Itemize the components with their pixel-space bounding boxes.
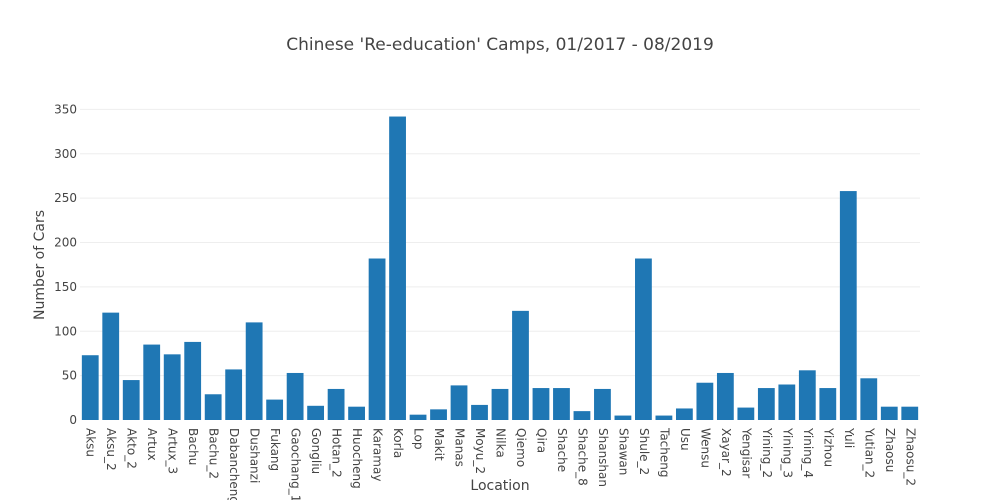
bar-qira[interactable] — [532, 388, 550, 420]
bar-shache-8[interactable] — [573, 411, 591, 420]
bar-yuli[interactable] — [839, 191, 857, 420]
y-tick-label: 250 — [54, 191, 77, 205]
bar-nilka[interactable] — [491, 388, 509, 420]
x-tick-label: Fukang — [268, 428, 282, 471]
x-tick-label: Dabancheng — [227, 428, 241, 500]
x-tick-label: Wensu — [698, 428, 712, 468]
x-tick-label: Shache_8 — [575, 428, 589, 486]
x-tick-label: Yengisar — [739, 427, 753, 478]
bar-yining-2[interactable] — [757, 388, 775, 420]
bar-dushanzi[interactable] — [245, 322, 263, 420]
bar-aksu-2[interactable] — [102, 312, 120, 420]
x-tick-label: Shule_2 — [637, 428, 651, 475]
x-tick-label: Bachu_2 — [207, 428, 221, 479]
x-tick-label: Shache — [555, 428, 569, 472]
bar-akto-2[interactable] — [122, 380, 140, 420]
x-tick-label: Zhaosu_2 — [903, 428, 917, 486]
x-tick-label: Gongliu — [309, 428, 323, 474]
bar-zhaosu-2[interactable] — [901, 406, 919, 420]
chart-title: Chinese 'Re-education' Camps, 01/2017 - … — [286, 35, 714, 55]
bar-fukang[interactable] — [266, 399, 284, 420]
x-tick-label: Yining_2 — [760, 427, 774, 478]
x-tick-label: Dushanzi — [248, 428, 262, 483]
x-tick-label: Nilka — [494, 428, 508, 458]
bar-bachu-2[interactable] — [204, 394, 222, 420]
bar-huocheng[interactable] — [348, 406, 365, 420]
x-axis-title: Location — [470, 478, 529, 494]
x-tick-label: Moyu_2 — [473, 428, 487, 474]
x-tick-label: Tacheng — [657, 427, 671, 478]
x-tick-label: Usu — [678, 428, 692, 451]
x-tick-label: Manas — [453, 428, 467, 467]
bar-usu[interactable] — [675, 408, 693, 420]
x-tick-label: Yuli — [842, 427, 856, 448]
bar-artux[interactable] — [143, 344, 161, 420]
x-tick-label: Gaochang_1 — [289, 428, 303, 500]
x-tick-label: Makit — [432, 428, 446, 461]
bar-shanshan[interactable] — [594, 388, 611, 420]
bar-gongliu[interactable] — [307, 405, 325, 420]
bar-yutian-2[interactable] — [860, 378, 878, 420]
bar-yining-4[interactable] — [798, 370, 816, 420]
x-tick-label: Shanshan — [596, 428, 610, 487]
y-tick-label: 0 — [69, 413, 77, 427]
bar-karamay[interactable] — [368, 258, 386, 420]
x-tick-label: Zhaosu — [883, 428, 897, 472]
y-tick-label: 200 — [54, 236, 77, 250]
bar-gaochang-1[interactable] — [286, 372, 304, 420]
bar-zhaosu[interactable] — [880, 406, 898, 420]
bar-lop[interactable] — [409, 414, 427, 420]
x-tick-label: Akto_2 — [125, 428, 139, 469]
gridlines — [80, 108, 920, 377]
bars — [81, 116, 919, 420]
bar-makit[interactable] — [430, 409, 447, 420]
x-tick-label: Artux_3 — [166, 428, 180, 474]
bar-yining-3[interactable] — [778, 384, 796, 420]
x-tick-label: Lop — [412, 428, 426, 449]
x-tick-label: Qiemo — [514, 428, 528, 467]
bar-korla[interactable] — [389, 116, 406, 420]
bar-yengisar[interactable] — [737, 407, 755, 420]
y-tick-label: 100 — [54, 324, 77, 338]
bar-shache[interactable] — [553, 388, 570, 420]
bar-wensu[interactable] — [696, 382, 714, 420]
x-axis-ticks: Aksu Aksu_2 Akto_2 Artux Artux_3 Bachu Bachu_2… — [84, 427, 918, 500]
bar-aksu[interactable] — [81, 355, 99, 420]
bar-yizhou[interactable] — [819, 388, 837, 420]
x-tick-label: Aksu — [84, 428, 98, 457]
y-tick-label: 50 — [62, 369, 77, 383]
bar-tacheng[interactable] — [655, 415, 673, 420]
x-tick-label: Korla — [391, 428, 405, 458]
x-tick-label: Hotan_2 — [330, 428, 344, 478]
y-tick-label: 300 — [54, 147, 77, 161]
bar-xayar-2[interactable] — [716, 372, 734, 420]
x-tick-label: Artux — [145, 428, 159, 461]
bar-dabancheng[interactable] — [225, 369, 243, 420]
x-tick-label: Huocheng — [350, 428, 364, 489]
x-tick-label: Qira — [534, 428, 548, 453]
x-tick-label: Yining_4 — [801, 427, 815, 478]
bar-manas[interactable] — [450, 385, 468, 420]
bar-qiemo[interactable] — [512, 310, 529, 420]
x-tick-label: Yizhou — [821, 427, 835, 467]
y-axis-title: Number of Cars — [32, 210, 48, 320]
x-tick-label: Yining_3 — [780, 427, 794, 478]
y-tick-label: 150 — [54, 280, 77, 294]
bar-bachu[interactable] — [184, 341, 202, 420]
x-tick-label: Bachu — [186, 428, 200, 465]
x-tick-label: Xayar_2 — [719, 428, 733, 477]
y-axis-ticks: 0 50 100 150 200 250 300 350 — [54, 102, 77, 427]
x-tick-label: Shawan — [616, 428, 630, 475]
x-tick-label: Karamay — [371, 428, 385, 481]
bar-artux-3[interactable] — [163, 354, 181, 420]
bar-hotan-2[interactable] — [327, 388, 345, 420]
bar-shule-2[interactable] — [635, 258, 652, 420]
y-tick-label: 350 — [54, 102, 77, 116]
bar-shawan[interactable] — [614, 415, 632, 420]
x-tick-label: Yutian_2 — [862, 427, 876, 478]
bar-moyu-2[interactable] — [471, 404, 488, 420]
x-tick-label: Aksu_2 — [104, 428, 118, 471]
